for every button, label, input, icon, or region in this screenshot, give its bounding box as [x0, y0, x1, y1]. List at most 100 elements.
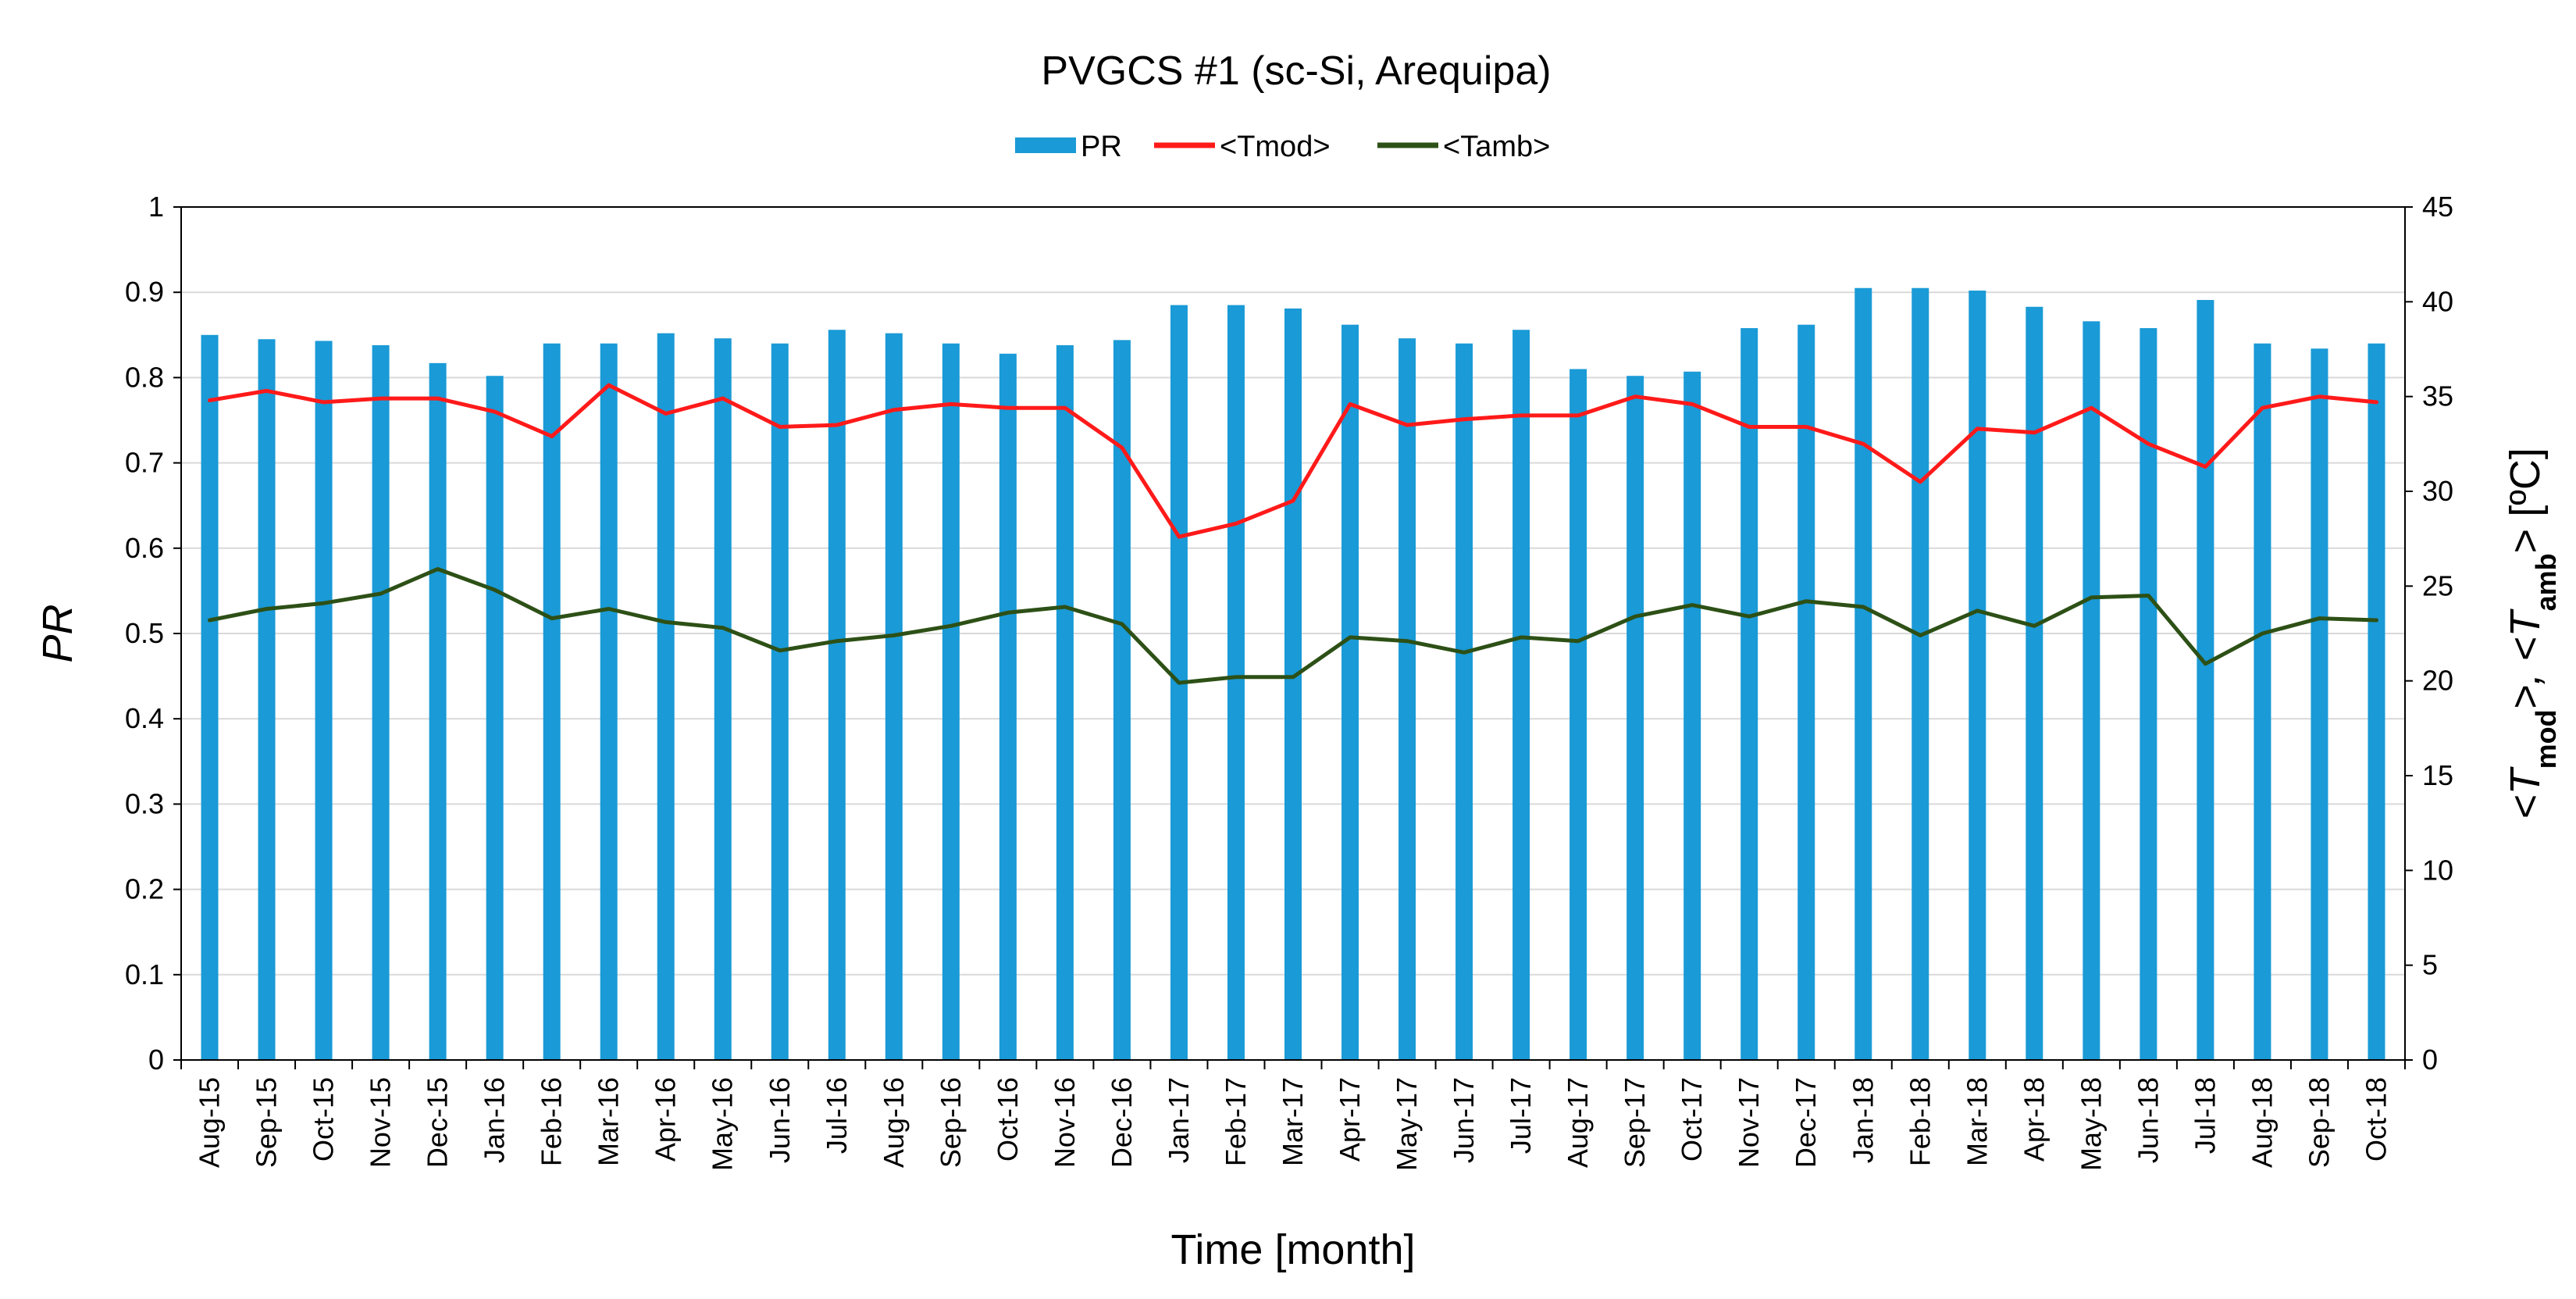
pr-bar	[1284, 308, 1302, 1060]
x-tick-label: Nov-15	[365, 1077, 397, 1168]
tamb-line	[208, 567, 2378, 685]
x-axis-ticks: Aug-15 Sep-15 Oct-15 Nov-15 Dec-15 Jan-16 Feb-…	[180, 1060, 2406, 1171]
x-tick-label: Jun-16	[764, 1077, 796, 1163]
pr-bar	[543, 343, 561, 1061]
left-axis-ticks: 0 0.1 0.2 0.3 0.4 0.5 0.6 0.7 0.8 0.9 1	[125, 191, 181, 1076]
legend-tmod-label: <Tmod>	[1220, 130, 1331, 163]
pr-bar	[2083, 321, 2100, 1060]
pr-bar	[657, 333, 675, 1061]
y2-tick-label: 20	[2422, 665, 2453, 697]
y2-tick-label: 25	[2422, 569, 2453, 601]
left-axis-title: PR	[34, 604, 81, 662]
x-tick-label: Jul-17	[1505, 1077, 1537, 1154]
pr-bar	[1626, 376, 1644, 1060]
x-tick-label: Jun-17	[1448, 1077, 1480, 1163]
x-tick-label: Oct-16	[992, 1077, 1024, 1162]
tmod-line	[208, 383, 2378, 539]
pr-bar	[1398, 338, 1416, 1061]
x-tick-label: Apr-17	[1334, 1077, 1366, 1162]
x-tick-label: Dec-17	[1790, 1077, 1822, 1168]
pr-bar	[1227, 305, 1245, 1061]
y-tick-label: 0.1	[125, 958, 164, 990]
y-tick-label: 0.6	[125, 532, 164, 564]
x-tick-label: Aug-15	[194, 1077, 226, 1168]
pr-bar	[2254, 343, 2271, 1061]
pr-bar	[999, 353, 1017, 1061]
pr-bar	[258, 339, 276, 1060]
pr-bar	[486, 376, 504, 1060]
y2-tick-label: 10	[2422, 854, 2453, 886]
x-tick-label: Aug-18	[2246, 1077, 2278, 1168]
x-tick-label: Apr-16	[650, 1077, 682, 1162]
x-tick-label: Mar-16	[593, 1077, 625, 1166]
x-tick-label: Oct-17	[1676, 1077, 1708, 1162]
y-tick-label: 1	[148, 191, 164, 223]
pr-bars	[201, 287, 2385, 1061]
x-axis-title: Time [month]	[1170, 1226, 1415, 1273]
pr-bar	[2311, 348, 2328, 1061]
x-tick-label: Jul-18	[2189, 1077, 2221, 1154]
x-tick-label: Jan-18	[1847, 1077, 1879, 1163]
x-tick-label: Feb-18	[1904, 1077, 1936, 1166]
legend-pr-swatch	[1015, 137, 1076, 153]
temperature-lines	[208, 383, 2378, 685]
pr-bar	[1056, 344, 1074, 1060]
legend-tamb-label: <Tamb>	[1443, 130, 1550, 163]
legend: PR <Tmod> <Tamb>	[1015, 130, 1550, 163]
pr-bar	[600, 343, 618, 1061]
pr-bar	[1797, 324, 1815, 1060]
pr-bar	[2026, 306, 2043, 1060]
x-tick-label: Sep-15	[251, 1077, 283, 1168]
x-tick-label: Jun-18	[2132, 1077, 2164, 1163]
y2-tick-label: 30	[2422, 475, 2453, 507]
y-tick-label: 0.3	[125, 787, 164, 819]
pr-bar	[2140, 328, 2157, 1061]
y-tick-label: 0.9	[125, 276, 164, 308]
x-tick-label: Oct-15	[308, 1077, 340, 1162]
x-tick-label: Sep-18	[2303, 1077, 2335, 1168]
x-tick-label: Jul-16	[821, 1077, 853, 1154]
pr-bar	[1683, 371, 1701, 1061]
pr-bar	[315, 341, 333, 1061]
pr-bar	[1341, 324, 1359, 1060]
y-tick-label: 0	[148, 1044, 164, 1076]
x-tick-label: Dec-15	[422, 1077, 454, 1168]
pr-bar	[714, 338, 732, 1061]
x-tick-label: Feb-16	[536, 1077, 568, 1166]
y2-tick-label: 40	[2422, 285, 2453, 317]
pr-bar	[2197, 300, 2214, 1060]
x-tick-label: Jan-16	[479, 1077, 511, 1163]
y2-tick-label: 0	[2422, 1044, 2438, 1076]
right-axis-title: <Tmod>, <Tamb> [ºC]	[2502, 448, 2562, 819]
pr-bar	[1740, 328, 1758, 1061]
pr-bar	[1969, 291, 1986, 1060]
y-tick-label: 0.2	[125, 873, 164, 905]
x-tick-label: Mar-18	[1961, 1077, 1993, 1166]
x-tick-label: Feb-17	[1220, 1077, 1252, 1166]
y-tick-label: 0.8	[125, 361, 164, 393]
pr-bar	[885, 333, 903, 1061]
x-tick-label: Nov-17	[1733, 1077, 1765, 1168]
pr-bar	[942, 343, 960, 1061]
y2-tick-label: 15	[2422, 759, 2453, 791]
x-tick-label: Oct-18	[2360, 1077, 2392, 1162]
legend-pr-label: PR	[1081, 130, 1122, 163]
pr-bar	[429, 362, 447, 1060]
x-tick-label: Jan-17	[1163, 1077, 1195, 1163]
y2-tick-label: 45	[2422, 191, 2453, 223]
pr-bar	[1455, 343, 1473, 1061]
y2-tick-label: 5	[2422, 949, 2438, 981]
x-tick-label: Sep-16	[935, 1077, 967, 1168]
y-tick-label: 0.5	[125, 617, 164, 649]
x-tick-label: Aug-17	[1562, 1077, 1594, 1168]
x-tick-label: May-17	[1391, 1077, 1423, 1171]
pr-bar	[1113, 340, 1131, 1060]
pr-bar	[372, 344, 390, 1060]
y-tick-label: 0.4	[125, 702, 164, 734]
x-tick-label: Dec-16	[1106, 1077, 1138, 1168]
x-tick-label: Nov-16	[1049, 1077, 1081, 1168]
y2-tick-label: 35	[2422, 380, 2453, 412]
pr-bar	[1512, 330, 1530, 1060]
pr-bar	[201, 334, 219, 1060]
